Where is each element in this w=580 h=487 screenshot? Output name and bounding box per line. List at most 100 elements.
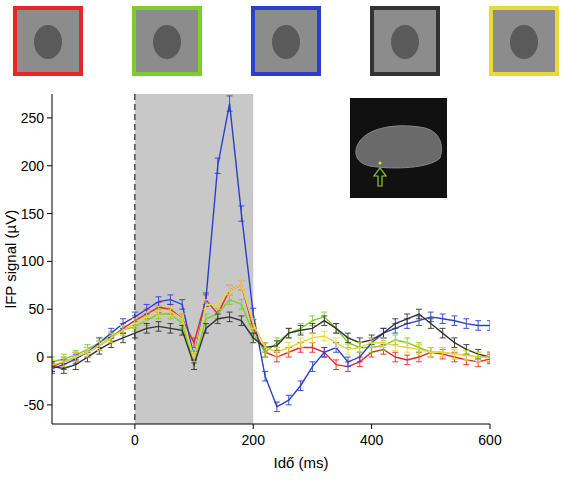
error-bar (463, 350, 469, 360)
error-bar (309, 333, 315, 343)
error-bar (286, 328, 292, 338)
error-bar (286, 395, 292, 405)
plot-area (52, 94, 490, 424)
error-bar (298, 338, 304, 348)
error-bar (238, 281, 244, 291)
error-bar (227, 96, 233, 111)
error-bar (250, 333, 256, 343)
error-bar (416, 309, 422, 319)
y-tick-label: 100 (21, 253, 45, 269)
error-bar (238, 316, 244, 326)
error-bar (428, 319, 434, 329)
error-bar (357, 352, 363, 362)
error-bar (357, 343, 363, 353)
stimulus-onset (134, 94, 135, 424)
stimulus-object (391, 25, 419, 59)
error-bar (345, 345, 351, 355)
error-bar (286, 343, 292, 353)
error-bar (203, 324, 209, 334)
error-bar (108, 333, 114, 343)
y-tick (47, 261, 52, 262)
brain-inset (350, 98, 447, 198)
error-bar (416, 345, 422, 355)
error-bar (392, 352, 398, 362)
error-bar (203, 300, 209, 310)
error-bar (120, 325, 126, 335)
error-bar (333, 338, 339, 348)
error-bar (144, 312, 150, 322)
error-bar (96, 341, 102, 351)
error-bar (451, 349, 457, 359)
error-bar (404, 355, 410, 365)
error-bar (333, 324, 339, 334)
error-bar (392, 341, 398, 351)
error-bar (179, 300, 185, 310)
x-tick (134, 424, 135, 429)
stimulus-object (510, 25, 538, 59)
error-bar (262, 343, 268, 353)
stimulus-window (135, 94, 253, 424)
error-bar (274, 402, 280, 412)
electrode-dot (379, 162, 382, 165)
stimulus-image (253, 8, 319, 74)
error-bar (191, 352, 197, 362)
stimulus-image (15, 8, 81, 74)
stimulus-object (272, 25, 300, 59)
error-bar (380, 328, 386, 338)
error-bar (451, 338, 457, 348)
error-bar (309, 343, 315, 353)
error-bar (369, 338, 375, 348)
error-bar (167, 324, 173, 334)
error-bar (156, 306, 162, 316)
error-bar (167, 306, 173, 316)
error-bar (298, 325, 304, 335)
error-bar (380, 328, 386, 338)
error-bar (61, 357, 67, 367)
error-bar (321, 316, 327, 326)
x-tick (371, 424, 372, 429)
error-bar (167, 295, 173, 305)
chart: -500501001502002500200400600Idő (ms)lFP … (0, 0, 580, 487)
error-bar (404, 314, 410, 324)
error-bar (179, 314, 185, 324)
error-bar (440, 347, 446, 357)
error-bar (440, 328, 446, 338)
error-bar (321, 347, 327, 357)
x-axis-label: Idő (ms) (273, 454, 328, 471)
x-tick-label: 400 (360, 432, 384, 448)
error-bar (345, 333, 351, 343)
error-bar (132, 328, 138, 338)
stimulus-object (34, 25, 62, 59)
error-bar (144, 324, 150, 334)
x-axis (52, 424, 490, 425)
error-bar (309, 362, 315, 372)
inset-arrow (374, 168, 386, 186)
error-bar (215, 158, 221, 173)
error-bar (463, 319, 469, 329)
series-line (52, 285, 490, 364)
series-line (52, 300, 490, 365)
x-tick (253, 424, 254, 429)
y-tick (47, 357, 52, 358)
y-tick (47, 117, 52, 118)
y-tick (47, 309, 52, 310)
error-bar (298, 381, 304, 391)
y-tick (47, 404, 52, 405)
error-bar (428, 347, 434, 357)
error-bar (73, 352, 79, 362)
error-bar (475, 352, 481, 362)
error-bar (132, 319, 138, 329)
stimulus-image (491, 8, 557, 74)
stimulus-object (153, 25, 181, 59)
error-bar (227, 312, 233, 322)
error-bar (392, 319, 398, 329)
error-bar (487, 321, 490, 331)
x-tick-label: 600 (478, 432, 502, 448)
error-bar (227, 295, 233, 305)
y-tick (47, 213, 52, 214)
y-tick (47, 165, 52, 166)
error-bar (321, 331, 327, 341)
error-bar (345, 357, 351, 367)
error-bar (238, 300, 244, 310)
error-bar (262, 371, 268, 381)
